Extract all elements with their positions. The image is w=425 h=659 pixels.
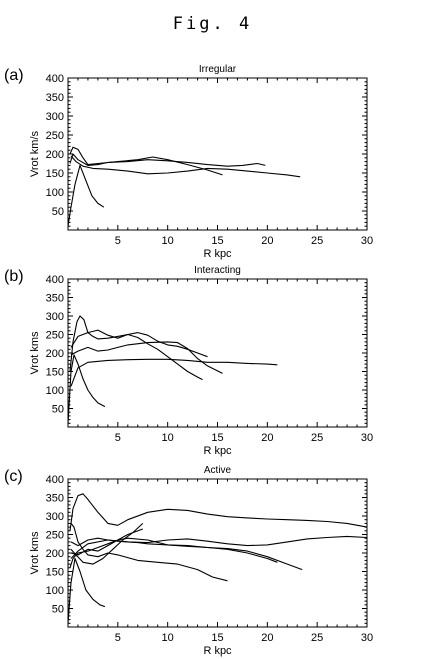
y-tick-label: 150 bbox=[46, 367, 64, 379]
series-line-3 bbox=[70, 329, 208, 358]
series-line-5 bbox=[70, 537, 278, 563]
x-tick-label: 5 bbox=[115, 632, 121, 644]
x-tick-label: 10 bbox=[162, 235, 174, 247]
x-tick-label: 30 bbox=[361, 235, 373, 247]
panel-label: (b) bbox=[4, 268, 24, 285]
chart-title: Active bbox=[204, 465, 232, 476]
x-tick-label: 20 bbox=[261, 235, 273, 247]
y-tick-label: 300 bbox=[46, 511, 64, 523]
chart-panel-2: (b) Interacting 50 100 150 200 250 300 350 400 5 10… bbox=[4, 265, 373, 457]
panel-label: (a) bbox=[4, 67, 24, 84]
series-line-2 bbox=[69, 315, 203, 381]
y-tick-label: 250 bbox=[46, 530, 64, 542]
y-tick-label: 100 bbox=[46, 585, 64, 597]
plot-frame bbox=[67, 278, 368, 428]
y-tick-label: 50 bbox=[52, 604, 64, 616]
y-tick-label: 350 bbox=[46, 293, 64, 305]
series-line-4 bbox=[70, 155, 301, 178]
y-tick-label: 300 bbox=[46, 311, 64, 323]
y-tick-label: 350 bbox=[46, 92, 64, 104]
y-axis-label: Vrot kms bbox=[29, 531, 41, 574]
chart-title: Interacting bbox=[194, 265, 241, 276]
chart-title: Irregular bbox=[199, 64, 237, 75]
y-tick-label: 300 bbox=[46, 111, 64, 123]
y-axis-label: Vrot kms bbox=[29, 331, 41, 374]
x-tick-label: 25 bbox=[311, 235, 323, 247]
y-tick-label: 100 bbox=[46, 187, 64, 199]
y-tick-label: 100 bbox=[46, 385, 64, 397]
x-axis-label: R kpc bbox=[203, 445, 232, 457]
y-tick-label: 400 bbox=[46, 274, 64, 286]
series-line-3 bbox=[69, 146, 223, 176]
y-tick-label: 150 bbox=[46, 168, 64, 180]
series-line-1 bbox=[67, 354, 106, 424]
series-line-6 bbox=[70, 537, 303, 571]
series-line-2 bbox=[69, 493, 368, 531]
y-tick-label: 150 bbox=[46, 567, 64, 579]
y-tick-label: 250 bbox=[46, 130, 64, 142]
y-tick-label: 250 bbox=[46, 330, 64, 342]
series-line-2 bbox=[69, 153, 266, 167]
y-tick-label: 50 bbox=[52, 206, 64, 218]
x-tick-label: 30 bbox=[361, 432, 373, 444]
panel-label: (c) bbox=[4, 468, 23, 485]
series-line-4 bbox=[70, 523, 228, 582]
series-line-5 bbox=[70, 358, 278, 387]
y-tick-label: 350 bbox=[46, 493, 64, 505]
x-tick-label: 25 bbox=[311, 432, 323, 444]
x-tick-label: 20 bbox=[261, 432, 273, 444]
x-tick-label: 10 bbox=[162, 632, 174, 644]
y-tick-label: 200 bbox=[46, 149, 64, 161]
x-tick-label: 15 bbox=[211, 632, 223, 644]
x-tick-label: 30 bbox=[361, 632, 373, 644]
y-tick-label: 50 bbox=[52, 404, 64, 416]
series-line-4 bbox=[70, 341, 223, 374]
series-line-1 bbox=[67, 164, 105, 227]
chart-panel-3: (c) Active 50 100 150 200 250 300 350 400 5 10 15 20 2… bbox=[4, 465, 373, 657]
x-axis-label: R kpc bbox=[203, 645, 232, 657]
x-tick-label: 25 bbox=[311, 632, 323, 644]
figure-title: Fig. 4 bbox=[172, 14, 253, 34]
series-line-7 bbox=[70, 535, 368, 559]
x-tick-label: 15 bbox=[211, 235, 223, 247]
y-tick-label: 200 bbox=[46, 548, 64, 560]
x-tick-label: 20 bbox=[261, 632, 273, 644]
x-tick-label: 15 bbox=[211, 432, 223, 444]
y-tick-label: 400 bbox=[46, 474, 64, 486]
x-tick-label: 10 bbox=[162, 432, 174, 444]
series-line-3 bbox=[69, 528, 143, 568]
plot-frame bbox=[67, 77, 368, 231]
x-axis-label: R kpc bbox=[203, 248, 232, 260]
x-tick-label: 5 bbox=[115, 235, 121, 247]
y-tick-label: 400 bbox=[46, 73, 64, 85]
x-tick-label: 5 bbox=[115, 432, 121, 444]
series-line-8 bbox=[70, 522, 144, 565]
y-tick-label: 200 bbox=[46, 348, 64, 360]
chart-panel-1: (a) Irregular 50 100 150 200 250 300 350 400 5 10 15… bbox=[4, 64, 373, 260]
series-line-1 bbox=[67, 557, 106, 624]
y-axis-label: Vrot km/s bbox=[29, 130, 41, 177]
plot-frame bbox=[67, 478, 368, 628]
